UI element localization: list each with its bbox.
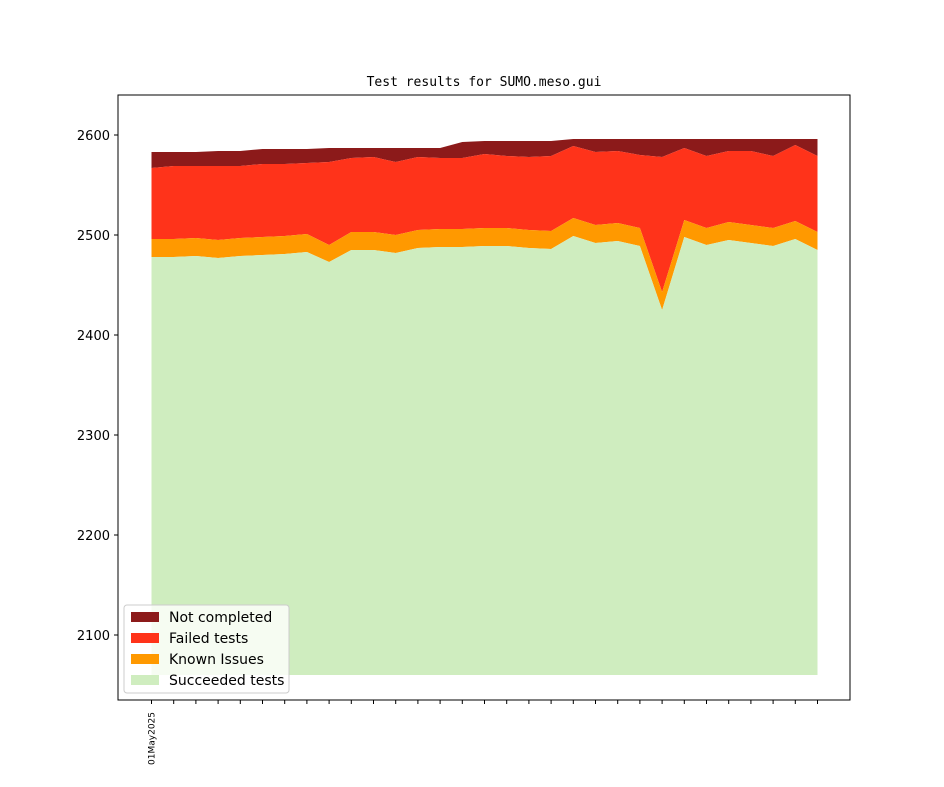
y-tick-label: 2400 (77, 329, 110, 344)
legend-box (123, 604, 290, 694)
legend-label: Not completed (169, 610, 272, 626)
legend-label: Failed tests (169, 631, 248, 647)
area-known-issues (151, 218, 818, 310)
y-tick-label: 2500 (77, 229, 110, 244)
area-not-completed (151, 139, 818, 168)
y-tick-label: 2200 (77, 529, 110, 544)
x-axis: 01May2025 (148, 700, 818, 765)
legend-swatch (131, 612, 159, 622)
legend-swatch (131, 675, 159, 685)
legend-label: Known Issues (169, 652, 264, 668)
y-tick-label: 2300 (77, 429, 110, 444)
area-succeeded-tests (151, 236, 818, 675)
y-tick-label: 2100 (77, 629, 110, 644)
legend: Not completed Failed tests Known Issues Suc… (123, 604, 290, 694)
legend-swatch (131, 633, 159, 643)
y-axis: 2100 2200 2300 2400 2500 2600 (77, 129, 118, 644)
area-failed-tests (151, 145, 818, 292)
x-tick-label: 01May2025 (148, 712, 158, 765)
chart-title: Test results for SUMO.meso.gui (367, 75, 602, 90)
legend-label: Succeeded tests (169, 673, 284, 689)
legend-swatch (131, 654, 159, 664)
area-layers (151, 139, 818, 675)
y-tick-label: 2600 (77, 129, 110, 144)
